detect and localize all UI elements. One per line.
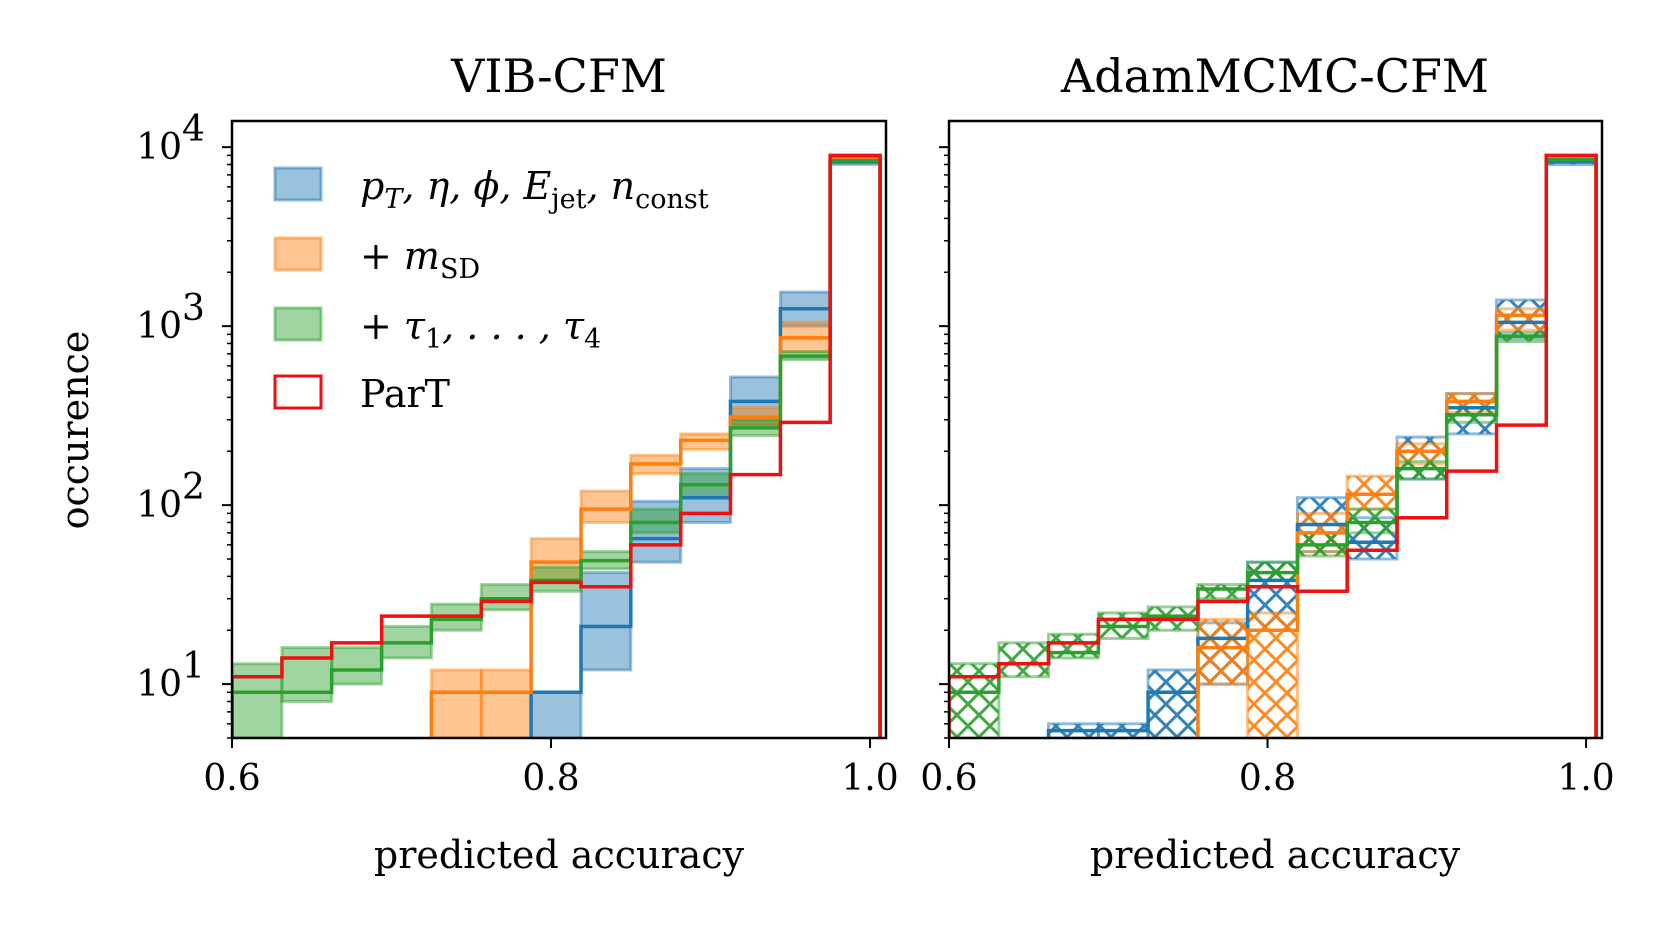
band-s0-b4 [1146, 668, 1200, 738]
legend-label-3: ParT [360, 372, 450, 416]
legend-swatch-2 [273, 306, 323, 342]
legend-label-part: jet [548, 184, 586, 215]
x-tick-label: 1.0 [1557, 758, 1614, 799]
x-tick-label: 0.6 [203, 758, 260, 799]
legend-label-part: SD [440, 254, 480, 285]
legend-label-part: 1 [425, 324, 442, 355]
legend-label-0: pT​, η, ϕ, Ejet​, nconst​ [360, 164, 709, 215]
legend-label-part: n [611, 164, 635, 208]
legend-label-part: 4 [584, 324, 601, 355]
band-s2-b0 [949, 662, 1001, 738]
legend-label-part: τ [404, 304, 426, 348]
y-tick-label: 10 [136, 664, 182, 705]
legend-label-part: ϕ [473, 164, 499, 208]
panel-adammcmc-cfm: 0.6 0.8 1.0 [920, 119, 1615, 799]
band-s1-b5 [479, 668, 533, 738]
band-s1-b6 [1246, 611, 1299, 738]
chart-title-left: VIB-CFM [450, 49, 667, 103]
legend: pT​, η, ϕ, Ejet​, nconst​ + mSD​ + τ1​, . … [273, 164, 709, 416]
plot-area [232, 153, 882, 738]
chart-title-right: AdamMCMC-CFM [1060, 49, 1489, 103]
legend-label-part: ParT [360, 372, 450, 416]
y-tick-label: 10 [136, 127, 182, 168]
legend-label-part: , [402, 164, 426, 208]
y-tick-exponent: 4 [182, 109, 205, 150]
legend-label-part: p [360, 164, 384, 208]
y-tick-exponent: 2 [182, 467, 205, 508]
legend-swatch-0 [273, 166, 323, 202]
series-line-1 [429, 158, 882, 738]
band-s1-b4 [429, 668, 483, 738]
band-s2-b0 [232, 662, 284, 738]
series-line-3 [949, 153, 1598, 738]
legend-label-part: η [427, 164, 450, 208]
y-axis-label: occurence [53, 331, 97, 530]
band-s1-b5 [1196, 617, 1250, 686]
y-tick-label: 10 [136, 485, 182, 526]
band-s1-b6 [529, 537, 583, 582]
legend-label-2: + τ1​, . . . , τ4​ [360, 304, 601, 355]
legend-label-part: , . . . , [442, 304, 563, 348]
legend-label-part: T [384, 184, 404, 215]
series-line-3 [232, 153, 882, 738]
y-tick-label: 10 [136, 306, 182, 347]
legend-label-part: , [499, 164, 523, 208]
band-s2-b2 [1047, 632, 1100, 660]
plot-frame [947, 119, 1604, 740]
legend-swatch-1 [273, 236, 323, 272]
band-s2-b5 [1196, 583, 1250, 601]
band-s1-b7 [579, 489, 633, 524]
legend-label-part: + [360, 304, 404, 348]
x-tick-label: 0.6 [920, 758, 977, 799]
band-s0-b7 [579, 571, 633, 672]
x-tick-label: 1.0 [841, 758, 898, 799]
band-s2-b1 [997, 641, 1051, 679]
band-s0-b8 [629, 499, 683, 564]
legend-label-1: + mSD​ [360, 234, 480, 285]
x-axis-label-right: predicted accuracy [1090, 833, 1461, 877]
y-tick-exponent: 3 [182, 288, 205, 329]
x-tick-label: 0.8 [522, 758, 579, 799]
legend-label-part: m [404, 234, 440, 278]
band-s1-b11 [1495, 307, 1548, 332]
y-tick-exponent: 1 [182, 646, 205, 687]
series-line-2 [232, 158, 882, 738]
legend-label-part: , [449, 164, 473, 208]
legend-label-part: + [360, 234, 404, 278]
legend-label-part: E [523, 164, 552, 208]
x-tick-label: 0.8 [1239, 758, 1296, 799]
x-axis-label-left: predicted accuracy [374, 833, 745, 877]
legend-swatch-3 [273, 374, 323, 410]
band-s2-b2 [330, 646, 384, 686]
legend-label-part: const [635, 184, 709, 215]
series-line-0 [1046, 159, 1598, 738]
plot-area [949, 153, 1598, 738]
legend-label-part: τ [563, 304, 585, 348]
plot-frame [230, 119, 888, 740]
band-s0-b6 [529, 690, 583, 738]
legend-label-part: , [587, 164, 611, 208]
